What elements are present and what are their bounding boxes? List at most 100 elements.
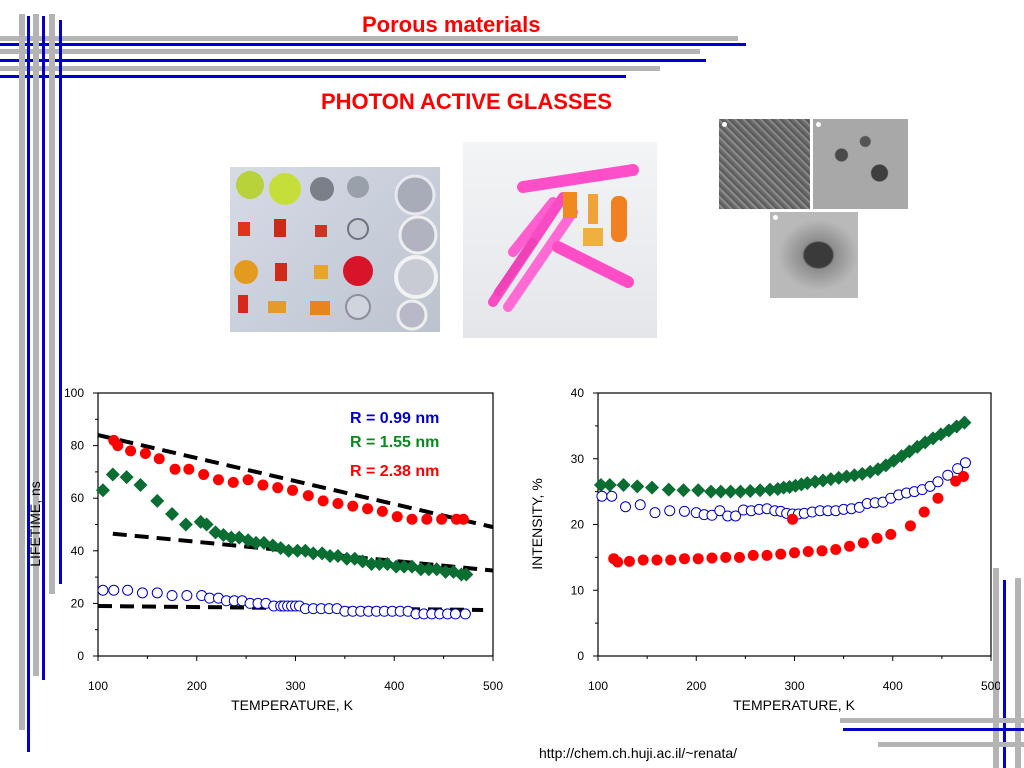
data-point-filled-circle bbox=[257, 479, 269, 491]
data-point-diamond bbox=[232, 530, 247, 545]
frame-line-gray-h1 bbox=[0, 36, 738, 41]
data-point-filled-circle bbox=[637, 554, 649, 566]
data-point-filled-circle bbox=[406, 513, 418, 525]
data-point-open-circle bbox=[649, 507, 661, 519]
data-point-diamond bbox=[886, 453, 901, 468]
data-point-diamond bbox=[216, 528, 231, 543]
y-tick-label: 30 bbox=[571, 452, 585, 466]
data-point-diamond bbox=[165, 506, 180, 521]
data-point-diamond bbox=[788, 478, 803, 493]
x-tick-label: 300 bbox=[285, 679, 305, 693]
data-point-open-circle bbox=[730, 510, 742, 522]
data-point-filled-circle bbox=[317, 495, 329, 507]
frame-line-blue-h2 bbox=[0, 59, 706, 62]
data-point-diamond bbox=[389, 559, 404, 574]
data-point-filled-circle bbox=[957, 471, 969, 483]
data-point-filled-circle bbox=[169, 463, 181, 475]
data-point-open-circle bbox=[181, 590, 193, 602]
data-point-diamond bbox=[256, 535, 271, 550]
data-point-diamond bbox=[405, 559, 420, 574]
data-point-filled-circle bbox=[302, 490, 314, 502]
data-point-filled-circle bbox=[125, 445, 137, 457]
data-point-diamond bbox=[105, 467, 120, 482]
data-point-open-circle bbox=[459, 608, 471, 620]
frame-line-gray-h4 bbox=[840, 718, 1024, 723]
data-point-diamond bbox=[894, 449, 909, 464]
data-point-diamond bbox=[380, 556, 395, 571]
data-point-diamond bbox=[241, 533, 256, 548]
data-point-filled-circle bbox=[733, 551, 745, 563]
x-tick-label: 300 bbox=[784, 679, 804, 693]
frame-line-gray-h3 bbox=[0, 66, 660, 71]
data-point-filled-circle bbox=[227, 476, 239, 488]
x-tick-label: 100 bbox=[588, 679, 608, 693]
data-point-open-circle bbox=[606, 490, 618, 502]
data-point-filled-circle bbox=[904, 520, 916, 532]
data-point-filled-circle bbox=[362, 503, 374, 515]
data-point-diamond bbox=[281, 543, 296, 558]
data-point-filled-circle bbox=[720, 551, 732, 563]
tem-label-a-icon bbox=[722, 122, 727, 127]
data-point-diamond bbox=[703, 484, 718, 499]
frame-line-blue-v1 bbox=[27, 16, 30, 752]
data-point-open-circle bbox=[634, 499, 646, 511]
y-tick-label: 60 bbox=[71, 491, 85, 505]
frame-line-blue-h3 bbox=[0, 75, 626, 78]
data-point-filled-circle bbox=[775, 548, 787, 560]
data-point-filled-circle bbox=[153, 453, 165, 465]
data-point-diamond bbox=[364, 556, 379, 571]
y-tick-label: 0 bbox=[77, 649, 84, 663]
y-tick-label: 80 bbox=[71, 439, 85, 453]
data-point-open-circle bbox=[151, 587, 163, 599]
data-point-filled-circle bbox=[871, 532, 883, 544]
data-point-filled-circle bbox=[112, 440, 124, 452]
data-point-filled-circle bbox=[918, 506, 930, 518]
tem-micrograph-3 bbox=[770, 212, 858, 298]
data-point-diamond bbox=[459, 567, 474, 582]
data-point-filled-circle bbox=[242, 474, 254, 486]
y-tick-label: 40 bbox=[71, 544, 85, 558]
frame-line-gray-v1 bbox=[19, 14, 25, 730]
data-point-filled-circle bbox=[857, 537, 869, 549]
data-point-diamond bbox=[421, 562, 436, 577]
data-point-diamond bbox=[630, 479, 645, 494]
data-point-diamond bbox=[831, 470, 846, 485]
data-point-diamond bbox=[208, 525, 223, 540]
lifetime-chart-legend-099: R = 0.99 nm bbox=[350, 410, 439, 427]
data-point-filled-circle bbox=[457, 513, 469, 525]
fit-line bbox=[97, 433, 494, 530]
pink-glass-rods bbox=[488, 164, 639, 312]
data-point-diamond bbox=[661, 482, 676, 497]
glass-pieces-middle-rows bbox=[234, 215, 438, 331]
lifetime-chart-ylabel: LIFETIME, ns bbox=[27, 481, 43, 567]
frame-line-gray-v5 bbox=[1015, 578, 1021, 768]
frame-line-blue-h1 bbox=[0, 43, 746, 46]
data-point-open-circle bbox=[166, 590, 178, 602]
data-point-filled-circle bbox=[272, 482, 284, 494]
y-tick-label: 100 bbox=[64, 386, 84, 400]
data-point-filled-circle bbox=[844, 540, 856, 552]
data-point-diamond bbox=[871, 462, 886, 477]
data-point-filled-circle bbox=[932, 492, 944, 504]
source-url-link[interactable]: http://chem.ch.huji.ac.il/~renata/ bbox=[539, 745, 738, 761]
data-point-filled-circle bbox=[198, 469, 210, 481]
lifetime-chart-xlabel: TEMPERATURE, K bbox=[231, 697, 354, 713]
frame-line-gray-v3 bbox=[49, 14, 55, 594]
x-tick-label: 100 bbox=[88, 679, 108, 693]
x-tick-label: 200 bbox=[187, 679, 207, 693]
data-point-diamond bbox=[743, 483, 758, 498]
data-point-open-circle bbox=[122, 584, 134, 596]
x-tick-label: 500 bbox=[483, 679, 503, 693]
data-point-filled-circle bbox=[183, 463, 195, 475]
data-point-filled-circle bbox=[761, 549, 773, 561]
data-point-diamond bbox=[178, 517, 193, 532]
data-point-diamond bbox=[691, 483, 706, 498]
frame-line-blue-v3 bbox=[59, 20, 62, 584]
data-point-diamond bbox=[438, 564, 453, 579]
data-point-filled-circle bbox=[802, 545, 814, 557]
tem-micrograph-1 bbox=[719, 119, 810, 209]
data-point-filled-circle bbox=[651, 554, 663, 566]
data-point-diamond bbox=[372, 556, 387, 571]
data-point-diamond bbox=[713, 484, 728, 499]
